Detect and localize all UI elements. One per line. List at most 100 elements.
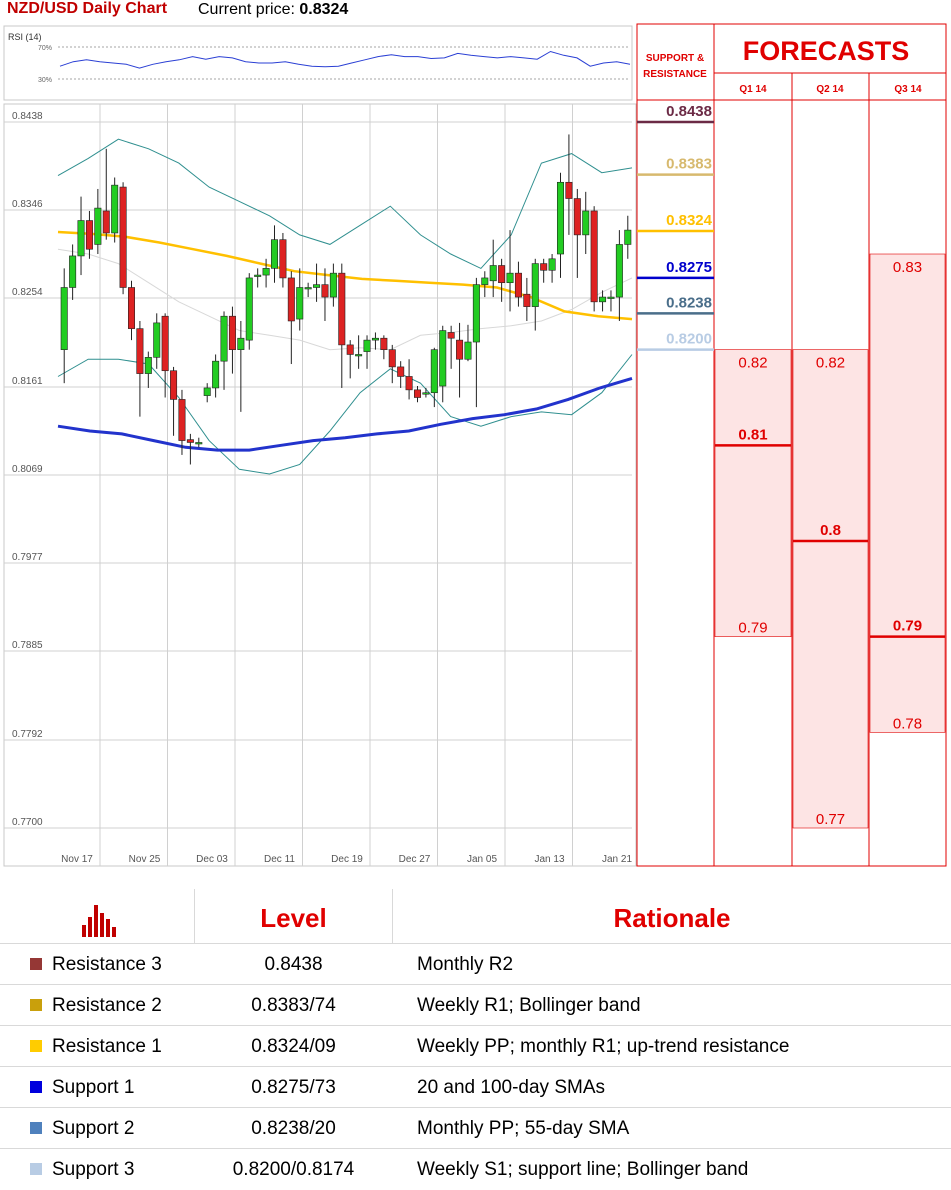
y-tick-label: 0.7977 [12,552,43,563]
current-price-value: 0.8324 [299,1,349,18]
forecast-median-label: 0.81 [738,426,767,443]
x-tick-label: Nov 25 [129,854,161,865]
candle [506,230,514,312]
candle [556,172,564,278]
forecasts-title: FORECASTS [743,36,910,66]
level-color-swatch [30,1081,42,1093]
x-tick-label: Dec 03 [196,854,228,865]
price-plot: 0.8438 0.8346 0.8254 0.8161 0.8069 0.7977 0.78… [3,103,641,867]
candle [607,290,615,312]
level-name: Support 3 [52,1159,135,1180]
rsi-label: RSI (14) [8,32,42,42]
forecast-high-label: 0.82 [816,355,845,372]
table-header-level: Level [260,903,327,933]
level-value: 0.8324/09 [251,1036,336,1057]
candle [296,268,304,331]
candle [85,210,93,259]
level-name: Resistance 1 [52,1036,162,1057]
chart-title: NZD/USD Daily Chart [7,0,168,17]
level-name: Support 2 [52,1118,135,1139]
candle [523,277,531,321]
candle [195,437,203,448]
candle [599,290,607,312]
level-rationale: Weekly S1; support line; Bollinger band [417,1159,749,1180]
current-price-label: Current price: [198,1,295,18]
candle [531,258,539,331]
candle [178,389,186,455]
candle [245,273,253,350]
level-color-swatch [30,958,42,970]
candle [287,271,295,365]
x-tick-label: Jan 13 [534,854,564,865]
candle [371,332,379,350]
candle [153,313,161,369]
candle [69,244,77,300]
candle [464,324,472,362]
table-row: Resistance 1 0.8324/09 Weekly PP; monthly … [0,1025,951,1066]
candle [430,347,438,408]
y-tick-label: 0.8346 [12,199,43,210]
candle [472,277,480,408]
level-label: 0.8324 [666,212,713,229]
candle [590,206,598,312]
table-row: Support 2 0.8238/20 Monthly PP; 55-day SMA [0,1107,951,1148]
sma-100-line [57,376,633,452]
y-tick-label: 0.7792 [12,729,43,740]
candle [405,359,413,400]
support-resistance-heading-line1: SUPPORT & [646,53,704,64]
candle [498,258,506,302]
candle [321,268,329,321]
candle [380,335,388,360]
candle [582,191,590,255]
forecast-low-label: 0.77 [816,811,845,828]
candle [447,325,455,369]
x-tick-label: Jan 21 [602,854,632,865]
level-label: 0.8438 [666,103,712,120]
candle [279,232,287,288]
candle [228,306,236,374]
candle [161,313,169,398]
candle [203,383,211,403]
y-tick-label: 0.7885 [12,640,43,651]
forecast-bar-2: 0.82 0.8 0.77 [792,349,869,829]
chart-area: RSI (14) 70% 30% 0.8438 0.8346 0.8254 0.816… [3,23,947,867]
candle [514,261,522,307]
level-value: 0.8275/73 [251,1077,336,1098]
candle [128,280,136,341]
candle [363,335,371,369]
candle [624,215,632,259]
candle [212,354,220,398]
x-tick-label: Nov 17 [61,854,93,865]
candle [329,263,337,307]
x-tick-label: Jan 05 [467,854,497,865]
candle [456,322,464,398]
candle [111,177,119,243]
candle [489,239,497,298]
candle [304,282,312,298]
forecast-high-label: 0.83 [893,259,922,276]
candle [170,366,178,436]
candle [102,148,110,240]
forecast-col-q1: Q1 14 [739,84,767,95]
candle [548,254,556,283]
level-name: Support 1 [52,1077,135,1098]
level-color-swatch [30,1163,42,1175]
forecast-median-label: 0.79 [893,618,922,635]
candle [397,361,405,388]
level-value: 0.8200/0.8174 [232,1159,355,1180]
candle [262,258,270,288]
candle [573,188,581,278]
candle [481,271,489,298]
rsi-panel: RSI (14) 70% 30% [3,25,633,101]
forecast-low-label: 0.79 [738,620,767,637]
forecast-panel: SUPPORT & RESISTANCE FORECASTS Q1 14 Q2 … [636,23,947,867]
chart-header: NZD/USD Daily Chart Current price: 0.832… [0,0,636,24]
forecast-high-label: 0.82 [738,355,767,372]
forecast-low-label: 0.78 [893,715,922,732]
candle [220,311,228,390]
candle [77,196,85,276]
candle [136,320,144,417]
level-color-swatch [30,1040,42,1052]
y-tick-label: 0.8161 [12,376,43,387]
level-rationale: Weekly PP; monthly R1; up-trend resistan… [417,1036,790,1057]
